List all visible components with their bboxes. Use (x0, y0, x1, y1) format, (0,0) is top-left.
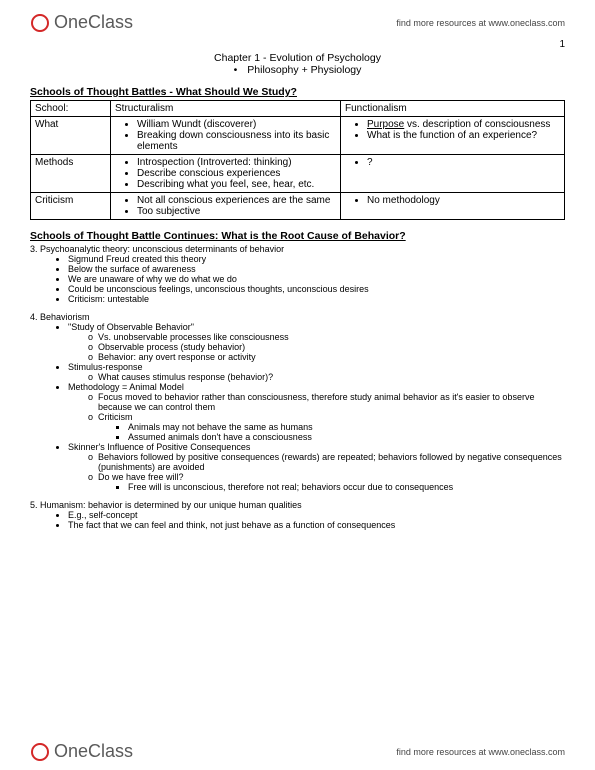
brand-one: One (54, 12, 88, 33)
list-item: The fact that we can feel and think, not… (68, 520, 565, 530)
tagline-footer: find more resources at www.oneclass.com (396, 747, 565, 757)
list-item: Do we have free will? Free will is uncon… (98, 472, 565, 492)
text: Skinner's Influence of Positive Conseque… (68, 442, 250, 452)
list-item: Free will is unconscious, therefore not … (128, 482, 565, 492)
text: vs. description of consciousness (404, 119, 550, 130)
row-label: Methods (31, 155, 111, 193)
page-number: 1 (30, 39, 565, 50)
humanism-lead: 5. Humanism: behavior is determined by o… (30, 500, 565, 510)
row-label: Criticism (31, 193, 111, 220)
chapter-subtitle: • Philosophy + Physiology (30, 64, 565, 76)
table-head-row: School: Structuralism Functionalism (31, 101, 565, 117)
list-item: Below the surface of awareness (68, 264, 565, 274)
behaviorism-lead: 4. Behaviorism (30, 312, 565, 322)
text: Stimulus-response (68, 362, 143, 372)
list-item: Breaking down consciousness into its bas… (137, 130, 336, 152)
cell-structuralism: William Wundt (discoverer) Breaking down… (111, 117, 341, 155)
list-item: Observable process (study behavior) (98, 342, 565, 352)
list-item: Criticism Animals may not behave the sam… (98, 412, 565, 442)
psychoanalytic-list: Sigmund Freud created this theory Below … (30, 254, 565, 304)
tagline: find more resources at www.oneclass.com (396, 18, 565, 28)
list-item: Assumed animals don't have a consciousne… (128, 432, 565, 442)
list-item: Focus moved to behavior rather than cons… (98, 392, 565, 412)
brand-logo: OneClass (30, 12, 133, 33)
list-item: Describe conscious experiences (137, 168, 336, 179)
text: Methodology = Animal Model (68, 382, 184, 392)
th-functionalism: Functionalism (341, 101, 565, 117)
list-item: William Wundt (discoverer) (137, 119, 336, 130)
chapter-title: Chapter 1 - Evolution of Psychology (30, 52, 565, 64)
title-block: Chapter 1 - Evolution of Psychology • Ph… (30, 52, 565, 76)
list-item: Describing what you feel, see, hear, etc… (137, 179, 336, 190)
text: Criticism (98, 412, 133, 422)
list-item: Animals may not behave the same as human… (128, 422, 565, 432)
underline: Purpose (367, 119, 404, 130)
subtitle-text: Philosophy + Physiology (247, 64, 361, 76)
heading-schools: Schools of Thought Battles - What Should… (30, 86, 565, 98)
list-item: What causes stimulus response (behavior)… (98, 372, 565, 382)
list-item: Behaviors followed by positive consequen… (98, 452, 565, 472)
heading-root-cause: Schools of Thought Battle Continues: Wha… (30, 230, 565, 242)
list-item: Not all conscious experiences are the sa… (137, 195, 336, 206)
brand-one: One (54, 741, 88, 762)
brand-class: Class (88, 741, 133, 762)
logo-icon (30, 742, 50, 762)
list-item: Criticism: untestable (68, 294, 565, 304)
list-item: ? (367, 157, 560, 168)
bullet-icon: • (234, 64, 238, 76)
list-item: Skinner's Influence of Positive Conseque… (68, 442, 565, 492)
header: OneClass find more resources at www.onec… (30, 12, 565, 33)
schools-table: School: Structuralism Functionalism What… (30, 100, 565, 220)
list-item: Behavior: any overt response or activity (98, 352, 565, 362)
list-item: We are unaware of why we do what we do (68, 274, 565, 284)
cell-structuralism: Not all conscious experiences are the sa… (111, 193, 341, 220)
logo-icon (30, 13, 50, 33)
th-structuralism: Structuralism (111, 101, 341, 117)
table-row: What William Wundt (discoverer) Breaking… (31, 117, 565, 155)
table-row: Criticism Not all conscious experiences … (31, 193, 565, 220)
list-item: No methodology (367, 195, 560, 206)
humanism-list: E.g., self-concept The fact that we can … (30, 510, 565, 530)
list-item: Stimulus-response What causes stimulus r… (68, 362, 565, 382)
list-item: Purpose vs. description of consciousness (367, 119, 560, 130)
cell-functionalism: ? (341, 155, 565, 193)
list-item: Vs. unobservable processes like consciou… (98, 332, 565, 342)
list-item: Sigmund Freud created this theory (68, 254, 565, 264)
th-school: School: (31, 101, 111, 117)
table-row: Methods Introspection (Introverted: thin… (31, 155, 565, 193)
list-item: E.g., self-concept (68, 510, 565, 520)
cell-structuralism: Introspection (Introverted: thinking) De… (111, 155, 341, 193)
list-item: Could be unconscious feelings, unconscio… (68, 284, 565, 294)
list-item: "Study of Observable Behavior" Vs. unobs… (68, 322, 565, 362)
list-item: Introspection (Introverted: thinking) (137, 157, 336, 168)
psychoanalytic-lead: 3. Psychoanalytic theory: unconscious de… (30, 244, 565, 254)
list-item: What is the function of an experience? (367, 130, 560, 141)
brand-logo-footer: OneClass (30, 741, 133, 762)
text: "Study of Observable Behavior" (68, 322, 194, 332)
behaviorism-list: "Study of Observable Behavior" Vs. unobs… (30, 322, 565, 492)
footer: OneClass find more resources at www.onec… (30, 741, 565, 762)
list-item: Methodology = Animal Model Focus moved t… (68, 382, 565, 442)
text: Do we have free will? (98, 472, 184, 482)
list-item: Too subjective (137, 206, 336, 217)
cell-functionalism: No methodology (341, 193, 565, 220)
brand-class: Class (88, 12, 133, 33)
row-label: What (31, 117, 111, 155)
cell-functionalism: Purpose vs. description of consciousness… (341, 117, 565, 155)
